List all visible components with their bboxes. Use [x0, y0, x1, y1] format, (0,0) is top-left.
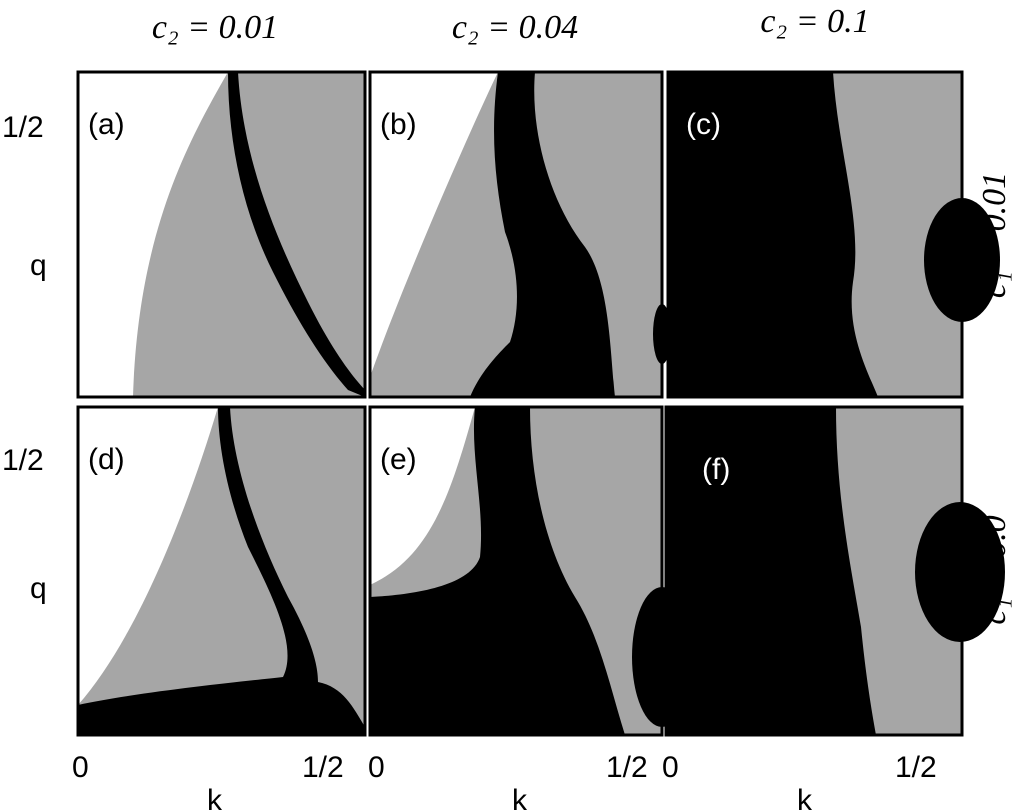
- column-title: c₂ = 0.01: [152, 9, 278, 46]
- panel: (f): [664, 405, 1005, 737]
- y-axis-label: q: [30, 572, 47, 605]
- panel: (d): [76, 405, 367, 737]
- x-tick-label: 0: [662, 751, 679, 784]
- column-title: c₂ = 0.04: [452, 9, 578, 46]
- x-tick-label: 1/2: [606, 751, 648, 784]
- x-tick-label: 0: [72, 751, 89, 784]
- x-tick-label: 0: [368, 751, 385, 784]
- panel: (b): [368, 70, 671, 399]
- panel: (e): [368, 405, 692, 737]
- x-axis-label: k: [512, 784, 528, 812]
- panel-label: (b): [380, 108, 417, 141]
- x-axis-label: k: [207, 784, 223, 812]
- y-tick-label: 1/2: [2, 444, 44, 477]
- panel: (c): [666, 70, 1000, 399]
- panel-label: (e): [380, 443, 417, 476]
- panel-label: (f): [702, 453, 730, 486]
- panel-label: (c): [686, 108, 721, 141]
- panel-label: (d): [88, 443, 125, 476]
- column-title: c₂ = 0.1: [760, 3, 869, 40]
- row-label: c₁ = 0.0: [976, 515, 1013, 624]
- x-tick-label: 1/2: [302, 751, 344, 784]
- row-label: c₁ = 0.01: [976, 172, 1013, 298]
- y-tick-label: 1/2: [2, 111, 44, 144]
- y-axis-label: q: [30, 249, 47, 282]
- panel-label: (a): [88, 108, 125, 141]
- x-axis-label: k: [797, 784, 813, 812]
- x-tick-label: 1/2: [895, 751, 937, 784]
- panel: (a): [76, 70, 367, 399]
